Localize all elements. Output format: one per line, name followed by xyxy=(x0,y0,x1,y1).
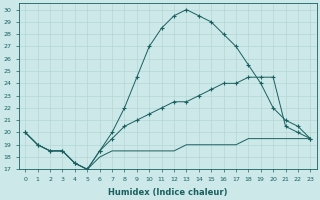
X-axis label: Humidex (Indice chaleur): Humidex (Indice chaleur) xyxy=(108,188,228,197)
